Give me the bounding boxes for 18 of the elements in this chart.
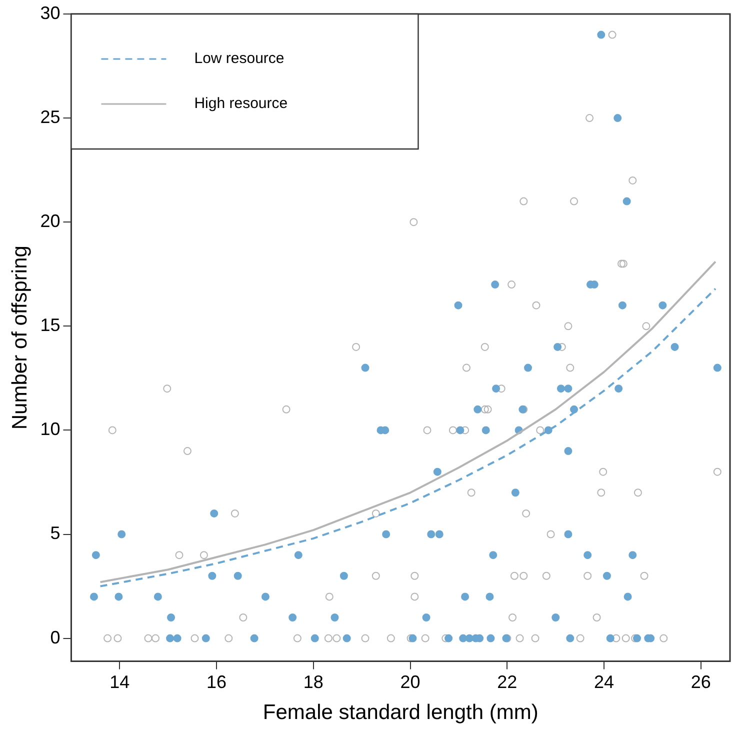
x-tick-label: 14 [110, 672, 130, 692]
x-tick-label: 16 [206, 672, 227, 692]
legend-label: Low resource [194, 50, 284, 68]
y-tick-label: 10 [40, 419, 60, 440]
x-tick-label: 18 [303, 672, 324, 692]
y-tick-label: 20 [40, 211, 60, 232]
x-axis-title: Female standard length (mm) [262, 701, 538, 724]
x-tick-label: 24 [594, 672, 614, 692]
y-tick-label: 15 [40, 315, 60, 336]
y-tick-label: 30 [40, 2, 60, 23]
x-tick-label: 22 [497, 672, 518, 692]
y-tick-label: 0 [50, 627, 60, 648]
legend-label: High resource [194, 95, 288, 112]
x-tick-label: 26 [690, 672, 711, 692]
y-tick-label: 5 [50, 523, 60, 544]
x-tick-label: 20 [400, 672, 420, 692]
y-tick-label: 25 [40, 107, 60, 128]
y-axis-title: Number of offspring [8, 246, 32, 430]
